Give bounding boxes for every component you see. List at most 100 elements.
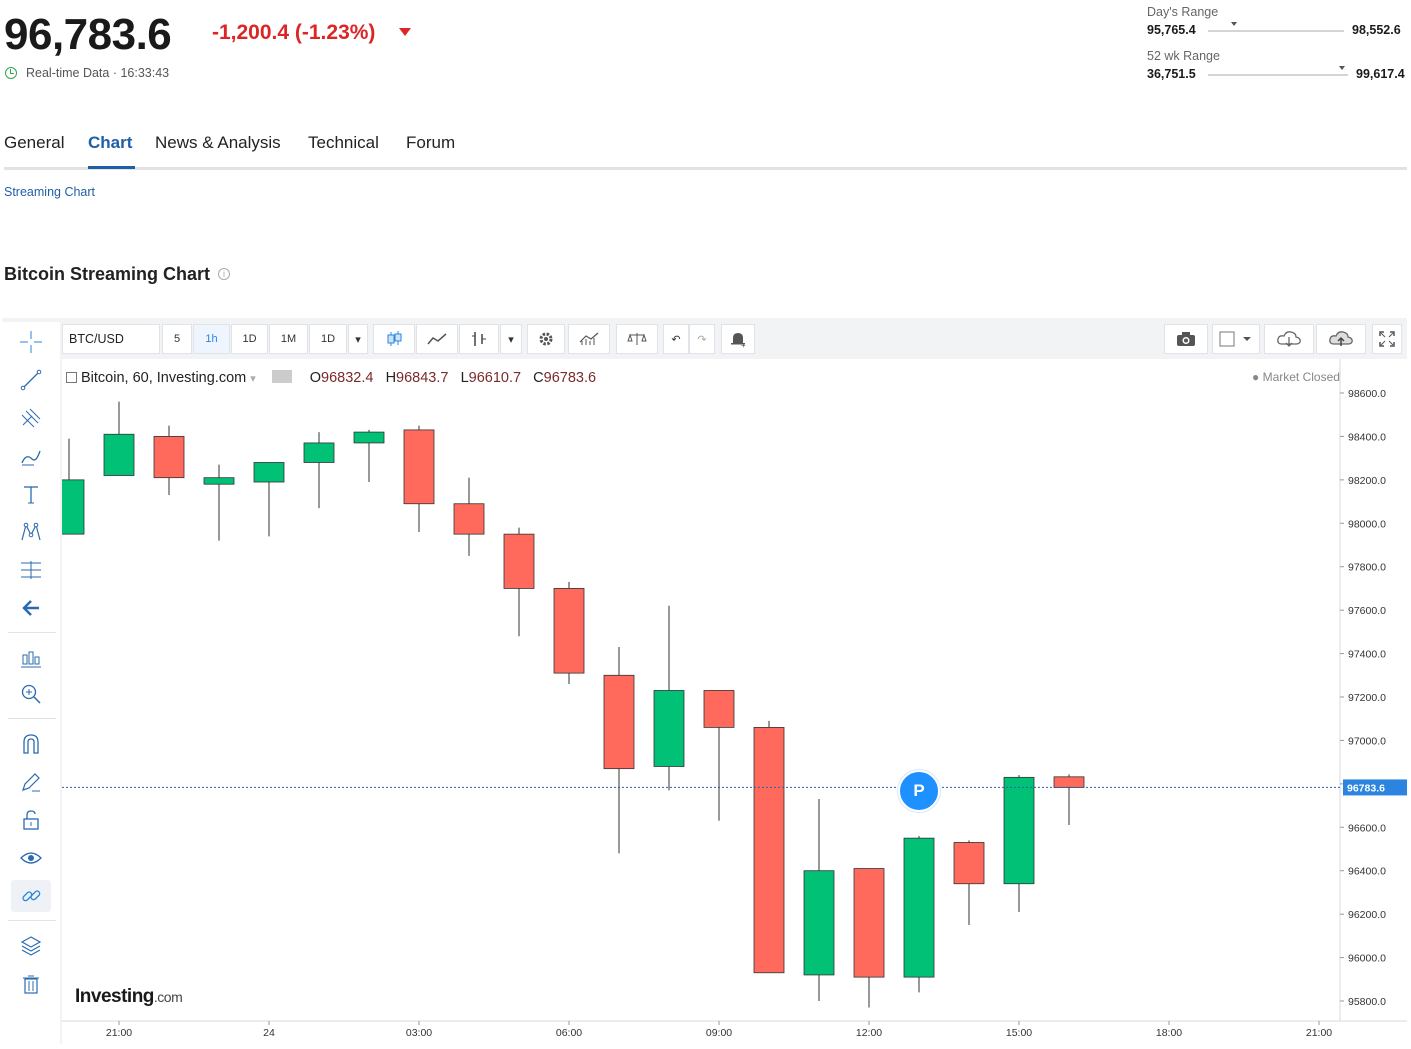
x-tick-label: 18:00	[1156, 1027, 1182, 1039]
candle-up	[353, 431, 385, 444]
measure-icon[interactable]	[11, 642, 51, 674]
toolbar-divider	[8, 632, 56, 633]
legend-close: 96783.6	[543, 370, 597, 386]
candle-up	[203, 477, 235, 485]
toolbar-divider	[8, 920, 56, 921]
y-tick-label: 97200.0	[1348, 692, 1386, 704]
clock-icon	[5, 67, 17, 79]
redo-icon[interactable]: ↷	[689, 324, 715, 354]
tab-forum[interactable]: Forum	[406, 133, 456, 152]
tab-chart[interactable]: Chart	[88, 133, 133, 152]
down-arrow-icon	[399, 28, 411, 36]
candle-up	[803, 870, 835, 976]
y-tick-label: 97000.0	[1348, 735, 1386, 747]
zoom-in-icon[interactable]	[11, 678, 51, 710]
fullscreen-icon[interactable]	[1372, 324, 1402, 354]
symbol-input[interactable]: BTC/USD	[62, 324, 160, 354]
camera-snapshot-icon[interactable]	[1164, 324, 1208, 354]
chart-plot[interactable]: 95800.096000.096200.096400.096600.096800…	[53, 359, 1407, 1044]
candle-up	[53, 479, 85, 535]
magnet-icon[interactable]	[11, 728, 51, 760]
market-status: ● Market Closed	[1252, 370, 1340, 384]
last-price-label: 96783.6	[1347, 782, 1385, 794]
candle-up	[303, 442, 335, 463]
cloud-upload-icon[interactable]	[1316, 324, 1366, 354]
legend-name[interactable]: Bitcoin, 60, Investing.com	[81, 370, 247, 386]
pattern-icon[interactable]	[11, 516, 51, 548]
range-1d-button[interactable]: 1D	[309, 324, 347, 354]
x-tick-label: 06:00	[556, 1027, 582, 1039]
y-tick-label: 98200.0	[1348, 475, 1386, 487]
chart-type-dropdown-icon[interactable]: ▾	[500, 324, 522, 354]
candle-down	[1053, 776, 1085, 788]
alert-bell-icon[interactable]: +	[721, 324, 755, 354]
price-change: -1,200.4 (-1.23%)	[212, 21, 376, 44]
streaming-chart-link[interactable]: Streaming Chart	[4, 185, 96, 199]
undo-icon[interactable]: ↶	[663, 324, 689, 354]
candlestick-chart[interactable]: 95800.096000.096200.096400.096600.096800…	[53, 359, 1407, 1044]
legend-open-label: O	[309, 370, 322, 386]
tab-general[interactable]: General	[4, 133, 65, 152]
candle-up	[903, 837, 935, 978]
candle-down	[603, 674, 635, 770]
color-picker-button[interactable]	[1212, 324, 1260, 354]
interval-1d-button[interactable]: 1D	[231, 324, 268, 354]
tab-technical[interactable]: Technical	[308, 133, 379, 152]
trend-line-icon[interactable]	[11, 364, 51, 396]
y-tick-label: 96200.0	[1348, 909, 1386, 921]
pitchfork-icon[interactable]	[11, 402, 51, 434]
interval-5-button[interactable]: 5	[162, 324, 192, 354]
candle-down	[953, 842, 985, 885]
y-tick-label: 96000.0	[1348, 953, 1386, 965]
candle-up	[1003, 776, 1035, 885]
y-tick-label: 97600.0	[1348, 605, 1386, 617]
legend-settings-icon[interactable]	[271, 370, 292, 383]
link-icon[interactable]	[11, 880, 51, 912]
52wk-range-bar	[1208, 74, 1348, 76]
candle-up	[103, 433, 135, 476]
last-price-tag	[1343, 779, 1407, 796]
layers-icon[interactable]	[11, 930, 51, 962]
lock-icon[interactable]	[11, 804, 51, 836]
legend-dropdown-icon[interactable]: ▾	[250, 373, 256, 385]
y-tick-label: 98600.0	[1348, 388, 1386, 400]
52wk-range-low: 36,751.5	[1147, 67, 1196, 81]
x-tick-label: 03:00	[406, 1027, 432, 1039]
y-tick-label: 98000.0	[1348, 518, 1386, 530]
brush-icon[interactable]	[11, 440, 51, 472]
x-tick-label: 12:00	[856, 1027, 882, 1039]
back-arrow-icon[interactable]	[11, 592, 51, 624]
bar-type-icon[interactable]	[459, 324, 499, 354]
interval-1m-button[interactable]: 1M	[269, 324, 308, 354]
indicators-icon[interactable]	[568, 324, 610, 354]
info-icon[interactable]: i	[218, 268, 230, 280]
legend-high: 96843.7	[396, 370, 449, 386]
trash-icon[interactable]	[11, 968, 51, 1000]
candlestick-type-icon[interactable]	[373, 324, 415, 354]
interval-dropdown-icon[interactable]: ▾	[348, 324, 368, 354]
y-tick-label: 97800.0	[1348, 562, 1386, 574]
logo-main: Investing	[75, 986, 154, 1007]
candle-up	[253, 462, 285, 483]
cloud-download-icon[interactable]	[1264, 324, 1314, 354]
x-tick-label: 21:00	[1306, 1027, 1332, 1039]
tab-news-analysis[interactable]: News & Analysis	[155, 133, 281, 152]
area-type-icon[interactable]	[416, 324, 458, 354]
crosshair-icon[interactable]	[11, 326, 51, 358]
text-tool-icon[interactable]	[11, 478, 51, 510]
compare-scale-icon[interactable]	[616, 324, 658, 354]
legend-high-label: H	[385, 370, 397, 386]
candle-down	[403, 429, 435, 505]
settings-gear-icon[interactable]	[527, 324, 565, 354]
fib-retracement-icon[interactable]	[11, 554, 51, 586]
candle-down	[853, 868, 885, 978]
eye-icon[interactable]	[11, 842, 51, 874]
legend-close-label: C	[533, 370, 544, 386]
price-marker-badge[interactable]: P	[898, 770, 940, 812]
interval-1h-button[interactable]: 1h	[193, 324, 230, 354]
x-tick-label: 09:00	[706, 1027, 732, 1039]
draw-mode-icon[interactable]	[11, 766, 51, 798]
price-value: 96,783.6	[4, 10, 172, 59]
y-tick-label: 96400.0	[1348, 866, 1386, 878]
legend-low: 96610.7	[468, 370, 522, 386]
